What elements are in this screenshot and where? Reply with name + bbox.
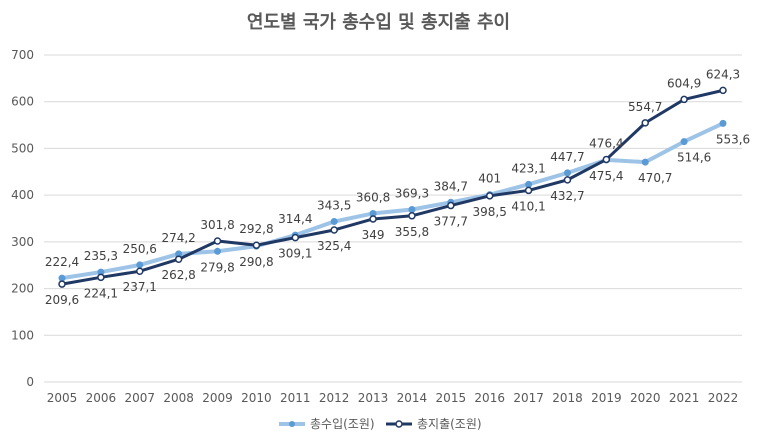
point-revenue: [408, 205, 416, 213]
point-expenditure: [719, 86, 727, 95]
x-tick-label: 2009: [202, 391, 233, 405]
point-revenue: [563, 169, 571, 177]
data-label-revenue: 423,1: [511, 161, 545, 175]
x-tick-label: 2019: [591, 391, 622, 405]
x-tick-label: 2014: [397, 391, 428, 405]
point-expenditure: [369, 215, 377, 223]
point-expenditure: [97, 273, 105, 282]
series-line-revenue: [61, 121, 724, 281]
x-tick-label: 2016: [474, 391, 505, 405]
y-tick-label: 200: [11, 282, 34, 296]
y-tick-label: 0: [26, 375, 34, 389]
point-revenue: [58, 274, 66, 282]
data-label-revenue: 514,6: [677, 151, 711, 165]
data-label-expenditure: 377,7: [434, 215, 468, 229]
data-label-expenditure: 476,4: [589, 136, 623, 150]
x-tick-label: 2010: [241, 391, 272, 405]
data-label-revenue: 235,3: [84, 249, 118, 263]
data-label-expenditure: 292,8: [239, 222, 273, 236]
legend-label-expenditure: 총지출(조원): [417, 417, 482, 431]
data-label-revenue: 250,6: [123, 242, 157, 256]
point-expenditure: [213, 237, 222, 245]
y-tick-label: 600: [11, 95, 34, 109]
data-label-expenditure: 554,7: [628, 100, 662, 114]
x-tick-label: 2021: [669, 391, 700, 405]
x-tick-label: 2011: [280, 391, 311, 405]
x-tick-label: 2020: [630, 391, 661, 405]
data-label-expenditure: 209,6: [45, 293, 79, 307]
point-expenditure: [563, 176, 572, 184]
x-tick-label: 2018: [552, 391, 583, 405]
point-revenue: [641, 158, 649, 166]
x-tick-label: 2008: [163, 391, 194, 405]
data-label-revenue: 384,7: [434, 179, 468, 193]
y-tick-label: 100: [11, 328, 34, 342]
data-label-revenue: 470,7: [638, 171, 672, 185]
y-tick-label: 500: [11, 141, 34, 155]
point-expenditure: [680, 95, 688, 104]
data-label-revenue: 401: [478, 172, 501, 186]
point-revenue: [330, 218, 338, 226]
data-label-expenditure: 604,9: [667, 76, 701, 90]
point-expenditure: [252, 241, 261, 249]
point-revenue: [214, 247, 222, 255]
point-expenditure: [174, 255, 183, 263]
legend-marker-expenditure: [395, 420, 403, 428]
data-label-revenue: 290,8: [239, 255, 273, 269]
x-tick-label: 2015: [436, 391, 467, 405]
series-line-expenditure: [61, 88, 724, 286]
point-expenditure: [291, 233, 300, 242]
data-label-expenditure: 432,7: [550, 189, 584, 203]
point-revenue: [719, 119, 727, 127]
x-tick-label: 2013: [358, 391, 389, 405]
data-label-expenditure: 309,1: [278, 247, 312, 261]
point-revenue: [525, 180, 533, 188]
x-tick-label: 2022: [708, 391, 739, 405]
data-label-revenue: 343,5: [317, 199, 351, 213]
point-expenditure: [136, 267, 144, 275]
x-tick-label: 2017: [513, 391, 544, 405]
data-label-expenditure: 624,3: [706, 67, 740, 81]
y-tick-label: 700: [11, 48, 34, 62]
y-tick-label: 300: [11, 235, 34, 249]
data-label-expenditure: 262,8: [161, 268, 195, 282]
point-expenditure: [408, 212, 416, 220]
data-label-revenue: 475,4: [589, 169, 623, 183]
data-label-expenditure: 349: [362, 228, 385, 242]
point-expenditure: [602, 155, 611, 164]
data-label-revenue: 274,2: [161, 231, 195, 245]
data-label-revenue: 314,4: [278, 212, 312, 226]
point-expenditure: [58, 280, 66, 288]
x-tick-label: 2006: [86, 391, 117, 405]
legend-marker-revenue: [289, 421, 295, 427]
data-label-expenditure: 398,5: [473, 205, 507, 219]
data-label-revenue: 360,8: [356, 190, 390, 204]
y-tick-label: 400: [11, 188, 34, 202]
point-expenditure: [330, 226, 338, 234]
legend-label-revenue: 총수입(조원): [310, 417, 375, 431]
point-expenditure: [447, 201, 455, 210]
point-revenue: [680, 138, 688, 146]
point-expenditure: [524, 186, 533, 195]
data-label-expenditure: 301,8: [200, 218, 234, 232]
data-label-expenditure: 410,1: [511, 199, 545, 213]
data-label-expenditure: 224,1: [84, 286, 118, 300]
x-tick-label: 2005: [47, 391, 78, 405]
data-label-expenditure: 325,4: [317, 239, 351, 253]
data-label-revenue: 553,6: [716, 132, 750, 146]
data-label-revenue: 447,7: [550, 150, 584, 164]
chart-title: 연도별 국가 총수입 및 총지출 추이: [246, 12, 511, 33]
data-label-expenditure: 355,8: [395, 225, 429, 239]
point-expenditure: [485, 192, 494, 200]
point-revenue: [136, 261, 144, 269]
point-expenditure: [641, 119, 649, 127]
x-tick-label: 2007: [124, 391, 155, 405]
x-tick-label: 2012: [319, 391, 350, 405]
data-label-revenue: 369,3: [395, 186, 429, 200]
data-label-expenditure: 237,1: [123, 280, 157, 294]
data-label-revenue: 279,8: [200, 260, 234, 274]
data-label-revenue: 222,4: [45, 255, 79, 269]
